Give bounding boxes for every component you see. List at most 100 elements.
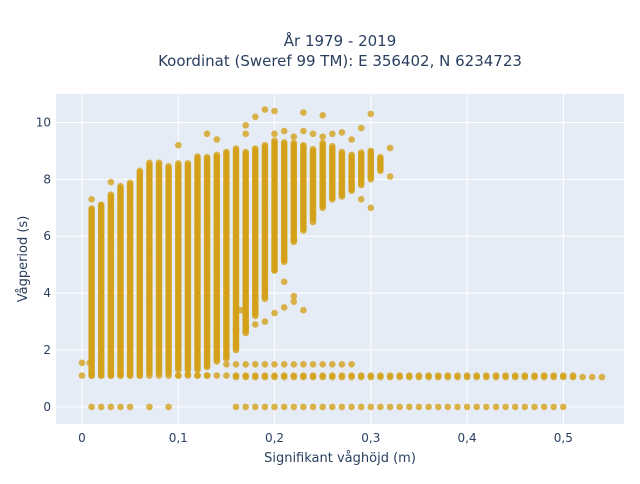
data-point — [252, 145, 259, 152]
data-point — [319, 403, 327, 411]
data-point — [107, 191, 115, 198]
data-point — [165, 372, 172, 379]
data-point — [386, 403, 394, 411]
data-point — [232, 326, 240, 334]
data-point — [511, 373, 519, 381]
data-point — [271, 137, 278, 144]
y-axis-title: Vågperiod (s) — [16, 216, 31, 303]
data-point — [357, 124, 365, 132]
data-point — [271, 403, 278, 411]
data-point — [107, 403, 115, 411]
data-point — [280, 139, 288, 146]
data-point — [242, 130, 249, 138]
data-point — [483, 403, 490, 411]
data-point — [434, 403, 442, 411]
data-point — [242, 373, 249, 381]
data-point — [357, 403, 365, 411]
data-point — [511, 403, 519, 411]
data-point — [300, 109, 307, 116]
data-point — [261, 361, 269, 368]
data-point — [242, 324, 249, 331]
data-point — [242, 148, 249, 156]
data-point — [579, 373, 586, 381]
data-point — [329, 130, 336, 138]
data-point — [290, 298, 298, 306]
data-point — [261, 318, 269, 325]
data-point — [155, 159, 163, 167]
data-point — [88, 403, 95, 411]
data-point — [338, 148, 346, 156]
data-point — [280, 361, 288, 368]
data-point — [338, 190, 346, 197]
x-tick-label: 0,2 — [265, 431, 284, 445]
data-point — [184, 160, 192, 167]
data-point — [550, 403, 557, 411]
x-tick-label: 0,5 — [554, 431, 573, 445]
x-tick-label: 0 — [78, 431, 86, 445]
data-point — [261, 141, 269, 149]
data-point — [521, 403, 529, 411]
data-point — [444, 403, 452, 411]
data-point — [203, 130, 211, 138]
data-point — [521, 373, 529, 381]
data-point — [232, 403, 240, 411]
data-point — [338, 403, 346, 411]
data-point — [540, 403, 548, 411]
data-point — [117, 372, 124, 379]
data-point — [290, 133, 298, 140]
data-point — [550, 373, 557, 381]
data-point — [290, 139, 298, 147]
data-point — [300, 403, 307, 411]
data-point — [377, 403, 384, 411]
data-point — [213, 372, 221, 379]
data-point — [203, 153, 211, 161]
data-point — [271, 361, 278, 368]
data-point — [86, 359, 93, 367]
data-point — [252, 403, 259, 411]
data-point — [386, 144, 394, 152]
data-point — [146, 372, 153, 379]
data-point — [309, 130, 317, 138]
data-point — [444, 373, 452, 381]
data-point — [280, 403, 288, 411]
data-point — [261, 373, 269, 381]
chart-title-line2: Koordinat (Sweref 99 TM): E 356402, N 62… — [158, 52, 522, 70]
data-point — [367, 373, 375, 381]
data-point — [232, 361, 240, 368]
data-point — [348, 151, 355, 159]
data-point — [126, 403, 134, 411]
data-point — [367, 204, 375, 212]
data-point — [280, 127, 288, 135]
data-point — [357, 149, 365, 156]
y-tick-label: 8 — [43, 172, 51, 186]
data-point — [242, 361, 249, 368]
data-point — [425, 403, 432, 411]
data-point — [78, 359, 86, 367]
x-tick-label: 0,1 — [169, 431, 188, 445]
data-point — [271, 373, 278, 381]
data-point — [329, 373, 336, 381]
data-point — [290, 235, 298, 243]
data-point — [261, 106, 269, 113]
data-point — [338, 373, 346, 381]
data-point — [425, 373, 432, 381]
data-point — [300, 361, 307, 368]
y-tick-label: 4 — [43, 286, 51, 300]
data-point — [252, 113, 259, 121]
data-point — [309, 145, 317, 153]
data-point — [415, 403, 423, 411]
data-point — [117, 403, 124, 411]
data-point — [242, 403, 249, 411]
y-tick-label: 0 — [43, 400, 51, 414]
data-point — [377, 373, 384, 381]
y-tick-label: 10 — [36, 115, 51, 129]
data-point — [357, 373, 365, 381]
data-point — [165, 403, 172, 411]
data-point — [348, 373, 355, 381]
data-point — [338, 129, 346, 136]
data-point — [146, 159, 153, 167]
data-point — [271, 107, 278, 115]
data-point — [309, 373, 317, 381]
data-point — [271, 309, 278, 317]
data-point — [569, 373, 577, 381]
